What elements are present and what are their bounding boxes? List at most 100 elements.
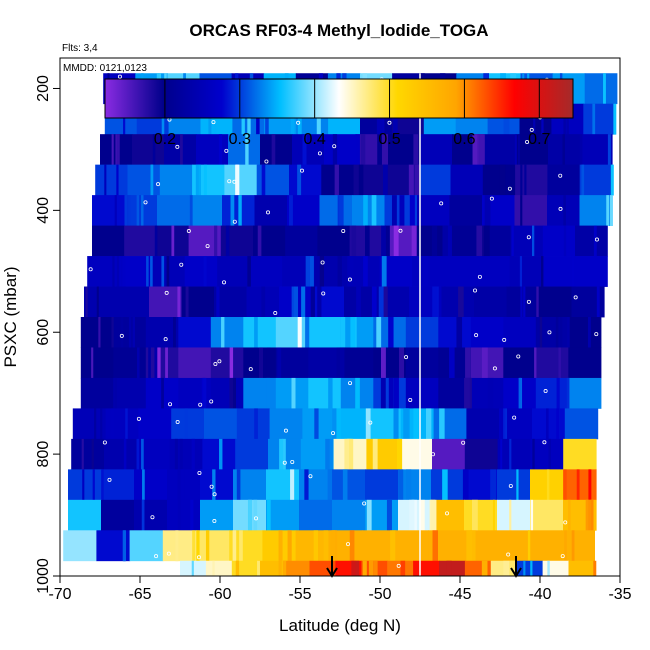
heatmap-stripe — [610, 164, 614, 196]
heatmap-stripe — [185, 286, 189, 318]
heatmap-cell — [439, 560, 466, 576]
heatmap-cell — [138, 408, 172, 440]
heatmap-cell — [266, 499, 300, 531]
sample-marker — [156, 182, 161, 187]
heatmap-stripe — [141, 438, 144, 470]
heatmap-cell — [104, 438, 138, 470]
heatmap-stripe — [253, 499, 258, 531]
heatmap-stripe — [562, 134, 566, 166]
heatmap-stripe — [464, 377, 470, 409]
sample-marker — [224, 148, 229, 153]
heatmap-stripe — [254, 408, 258, 440]
sample-marker — [321, 291, 326, 296]
sample-marker — [431, 452, 436, 457]
heatmap-stripe — [316, 103, 321, 135]
sample-marker — [347, 277, 352, 282]
heatmap-stripe — [547, 560, 550, 576]
heatmap-stripe — [476, 225, 483, 257]
heatmap-cell — [477, 256, 511, 287]
heatmap-stripe — [177, 499, 181, 531]
heatmap-stripe — [141, 195, 144, 226]
heatmap-stripe — [372, 438, 378, 470]
heatmap-cell — [254, 195, 288, 226]
heatmap-cell — [63, 530, 97, 562]
heatmap-stripe — [239, 530, 243, 562]
heatmap-stripe — [297, 103, 302, 135]
heatmap-cell — [575, 225, 608, 257]
heatmap-stripe — [256, 103, 260, 135]
sample-marker — [525, 140, 530, 145]
heatmap-stripe — [555, 317, 559, 348]
x-tick-label: -50 — [368, 586, 391, 603]
heatmap-cell — [127, 164, 161, 196]
sample-marker — [175, 420, 180, 425]
heatmap-stripe — [339, 195, 344, 226]
sample-marker — [563, 520, 568, 525]
heatmap-cell — [579, 164, 613, 196]
heatmap-stripe — [409, 499, 415, 531]
heatmap-stripe — [539, 317, 543, 348]
x-tick-label: -70 — [48, 586, 71, 603]
heatmap-cell — [484, 134, 517, 166]
heatmap-stripe — [248, 499, 253, 531]
heatmap-stripe — [471, 499, 478, 531]
heatmap-stripe — [503, 560, 510, 576]
heatmap-stripe — [571, 256, 575, 287]
heatmap-cell — [157, 195, 191, 226]
heatmap-stripe — [382, 286, 388, 318]
heatmap-cell — [470, 317, 504, 348]
heatmap-stripe — [266, 499, 271, 531]
sample-marker — [102, 440, 107, 445]
heatmap-stripe — [235, 560, 239, 576]
heatmap-stripe — [317, 286, 322, 318]
heatmap-cell — [249, 256, 283, 287]
heatmap-stripe — [466, 530, 473, 562]
sample-marker — [268, 582, 271, 585]
sample-marker — [282, 460, 287, 465]
heatmap-stripe — [336, 408, 341, 440]
heatmap-cell — [324, 134, 357, 166]
heatmap-cell — [365, 469, 399, 501]
sample-marker — [212, 519, 217, 524]
colorbar-tick-label: 0.4 — [304, 131, 326, 148]
sample-marker — [232, 219, 237, 224]
heatmap-stripe — [531, 225, 535, 257]
heatmap-stripe — [430, 499, 437, 531]
y-tick-label: 400 — [35, 197, 52, 224]
heatmap-cell — [87, 256, 121, 287]
heatmap-cell — [167, 499, 201, 531]
heatmap-stripe — [458, 286, 464, 318]
heatmap-cell — [189, 195, 223, 226]
heatmap-cell — [92, 225, 125, 257]
heatmap-cell — [450, 164, 484, 196]
heatmap-stripe — [559, 317, 563, 348]
heatmap-cell — [506, 286, 540, 318]
heatmap-stripe — [439, 408, 445, 440]
heatmap-stripe — [411, 225, 417, 257]
heatmap-cell — [289, 164, 322, 196]
heatmap-stripe — [136, 195, 140, 226]
heatmap-stripe — [381, 256, 387, 287]
sample-marker — [408, 397, 413, 402]
heatmap-stripe — [386, 499, 392, 531]
heatmap-cell — [149, 286, 183, 318]
heatmap-stripe — [132, 317, 136, 348]
sample-marker — [196, 555, 201, 560]
sample-marker — [543, 389, 548, 394]
heatmap-stripe — [323, 530, 329, 562]
heatmap-cell — [196, 530, 230, 562]
heatmap-stripe — [349, 530, 355, 562]
heatmap-cell — [132, 134, 165, 166]
heatmap-stripe — [91, 438, 94, 470]
heatmap-cell — [395, 530, 429, 562]
heatmap-stripe — [259, 347, 264, 379]
heatmap-stripe — [157, 347, 161, 379]
sample-marker — [88, 267, 93, 272]
heatmap-stripe — [472, 134, 479, 166]
heatmap-stripe — [114, 195, 117, 226]
heatmap-stripe — [125, 408, 128, 440]
heatmap-cell — [438, 317, 472, 348]
heatmap-cell — [530, 499, 564, 531]
sample-marker — [290, 460, 295, 465]
heatmap-stripe — [365, 408, 371, 440]
